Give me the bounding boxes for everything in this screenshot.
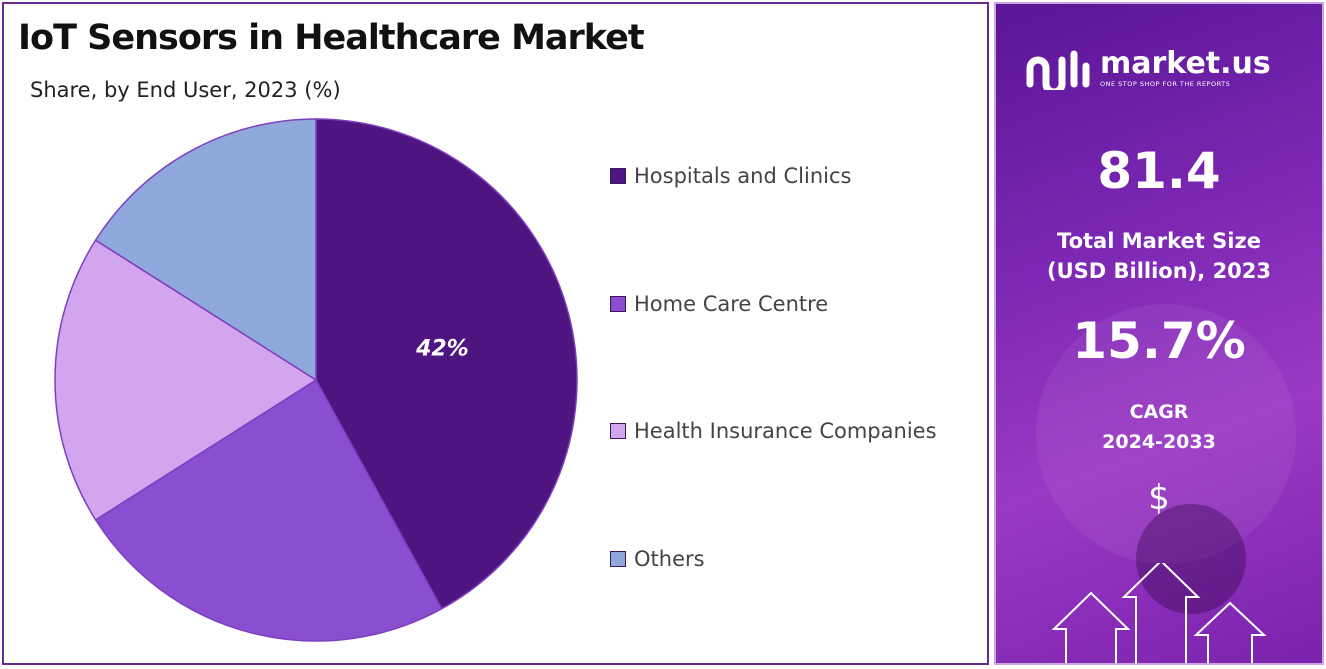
legend-label: Home Care Centre (634, 292, 829, 316)
market-size-value: 81.4 (1097, 142, 1221, 200)
legend-swatch (610, 423, 626, 439)
growth-arrows (1051, 563, 1267, 663)
dollar-icon: $ (1148, 478, 1170, 518)
pie-slices (54, 118, 578, 642)
market-summary-panel: market.us ONE STOP SHOP FOR THE REPORTS … (994, 2, 1324, 665)
chart-panel: IoT Sensors in Healthcare Market Share, … (2, 2, 989, 665)
pie-data-labels: 42% (415, 337, 469, 362)
legend-item-hospitals-and-clinics: Hospitals and Clinics (610, 164, 851, 188)
pie-slice-home-care-centre (94, 378, 443, 642)
pie-slice-hospitals-and-clinics (315, 118, 578, 610)
legend-item-home-care-centre: Home Care Centre (610, 292, 828, 316)
chart-subtitle: Share, by End User, 2023 (%) (30, 78, 341, 102)
pie-slice-health-insurance-companies (54, 239, 318, 521)
up-arrow-icon (1051, 591, 1131, 663)
pie-slice-others (94, 118, 317, 382)
up-arrow-icon (1121, 563, 1201, 663)
legend-item-health-insurance-companies: Health Insurance Companies (610, 419, 937, 443)
market-size-label-line2: (USD Billion), 2023 (1046, 259, 1272, 283)
legend-label: Others (634, 547, 705, 571)
cagr-label-line2: 2024-2033 (1102, 431, 1216, 453)
market-us-logo-icon (1026, 50, 1090, 90)
market-size-label-line1: Total Market Size (1057, 229, 1261, 253)
legend-label: Hospitals and Clinics (634, 164, 852, 188)
cagr-value: 15.7% (1072, 312, 1246, 370)
background-decoration (1036, 304, 1296, 564)
chart-title: IoT Sensors in Healthcare Market (18, 18, 645, 58)
legend-swatch (610, 168, 626, 184)
legend-item-others: Others (610, 547, 705, 571)
pie-data-label: 42% (415, 337, 469, 362)
pie-chart: 42% (54, 118, 578, 642)
up-arrow-icon (1193, 601, 1267, 663)
legend-swatch (610, 296, 626, 312)
brand-logo: market.us ONE STOP SHOP FOR THE REPORTS (1024, 46, 1271, 90)
legend-swatch (610, 551, 626, 567)
cagr-label-line1: CAGR (1129, 401, 1189, 423)
legend-label: Health Insurance Companies (634, 419, 937, 443)
brand-tagline: ONE STOP SHOP FOR THE REPORTS (1100, 80, 1231, 88)
background-decoration (1136, 504, 1246, 614)
brand-name: market.us (1100, 46, 1271, 81)
